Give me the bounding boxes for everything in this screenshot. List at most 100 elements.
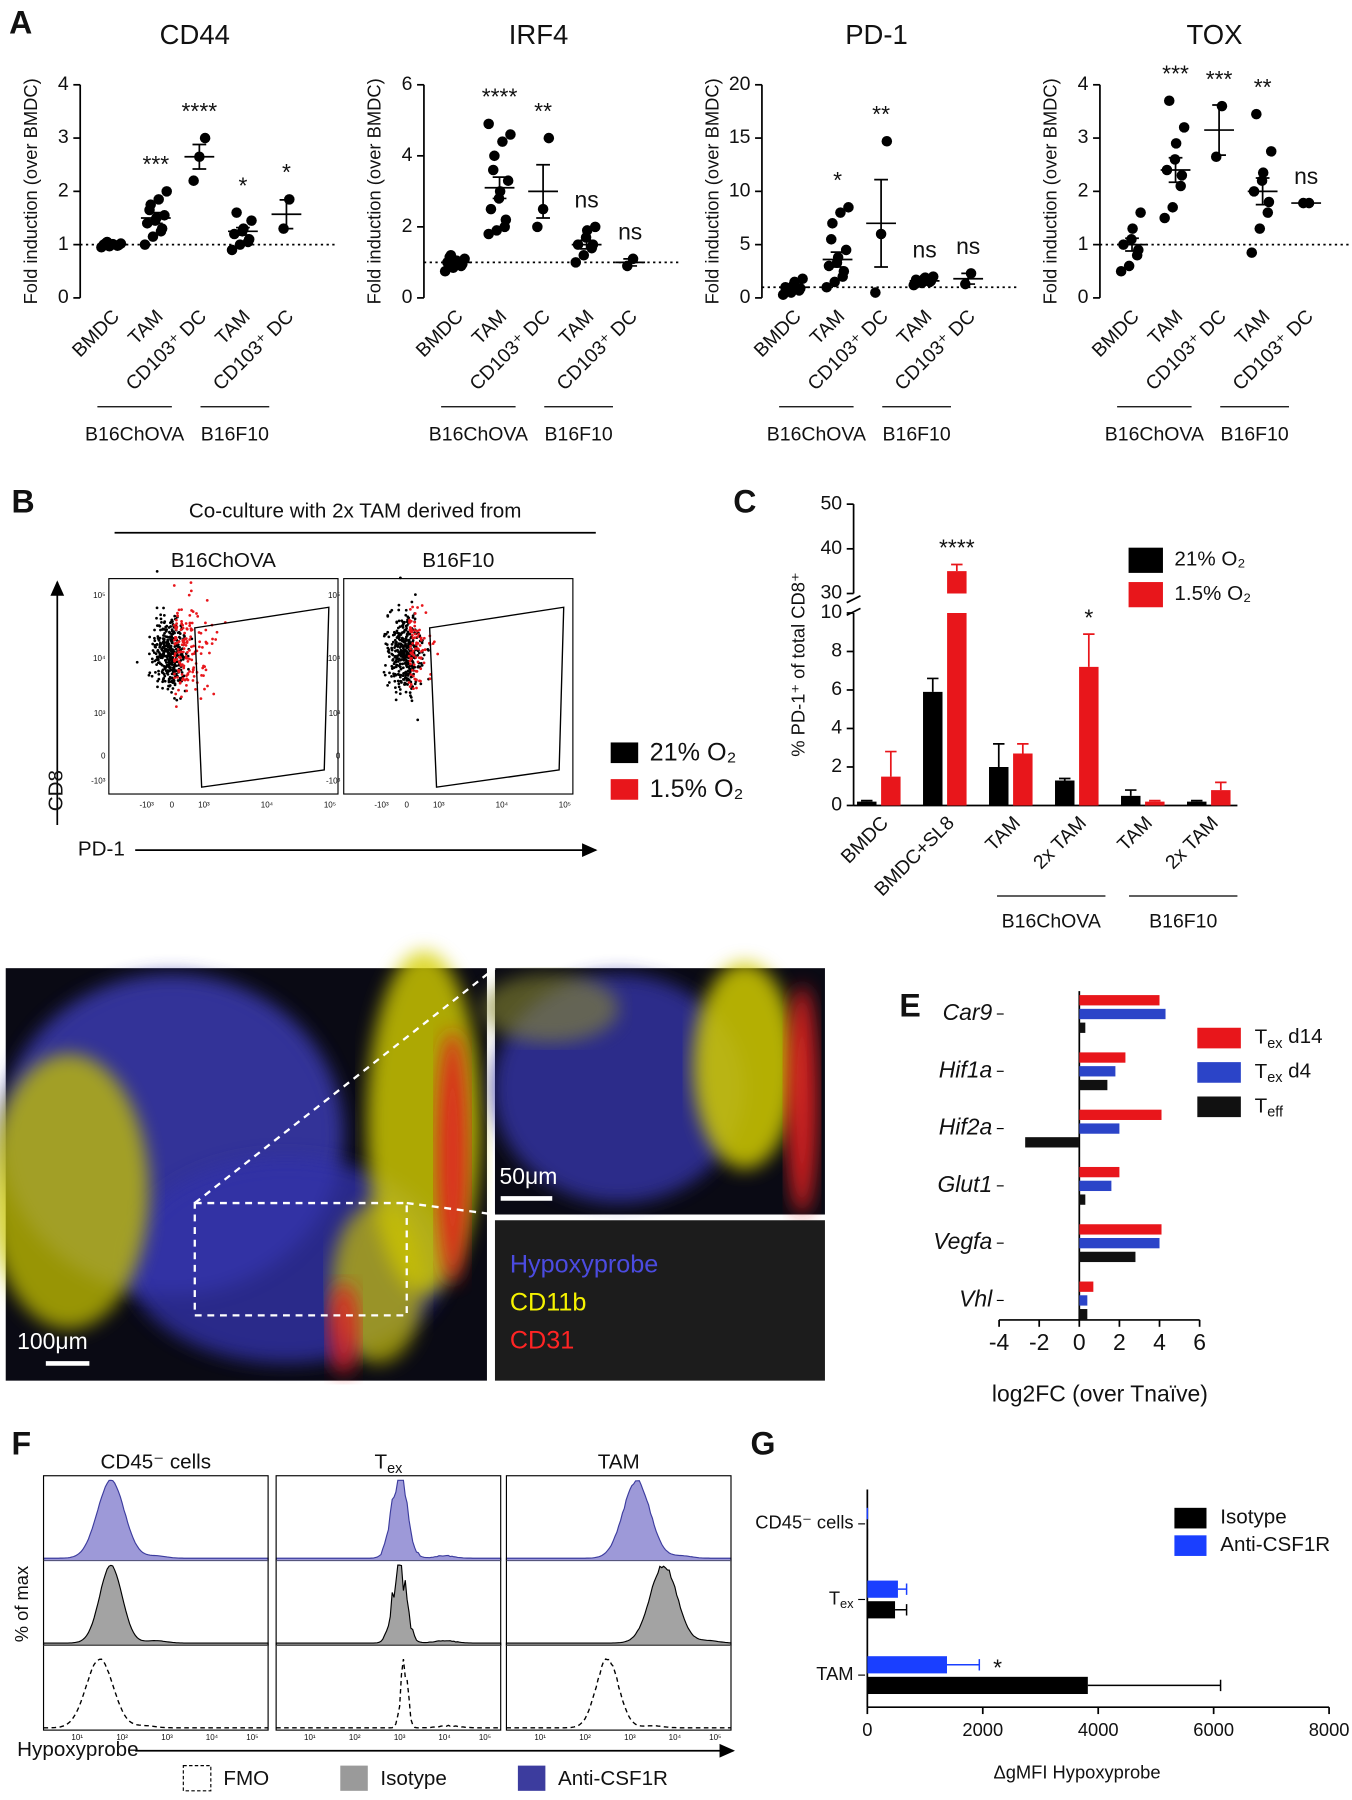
error-bar (787, 284, 801, 290)
flow-event (388, 671, 391, 675)
data-point (581, 225, 593, 236)
flow-event (161, 627, 165, 631)
flow-event (167, 645, 171, 648)
flow-event (185, 689, 189, 693)
flow-event (188, 670, 191, 673)
error-bar (192, 143, 207, 170)
x-tick-label: -4 (989, 1329, 1010, 1355)
flow-event (397, 619, 401, 623)
flow-event (396, 660, 400, 663)
y-tick-label: 1 (58, 233, 69, 255)
flow-event (179, 664, 183, 667)
flow-y-tick-label: -10³ (326, 777, 341, 786)
flow-event (416, 606, 419, 609)
flow-event (420, 641, 424, 645)
data-point (881, 135, 893, 147)
flow-event (177, 660, 181, 664)
flow-event (172, 648, 175, 652)
x-tick-label: CD103⁺ DC (891, 306, 980, 395)
flow-y-tick-label: 10³ (94, 709, 106, 718)
flow-event (171, 651, 174, 655)
flow-event (167, 651, 171, 655)
flow-event (163, 674, 167, 678)
flow-event (180, 673, 184, 676)
flow-gate (428, 606, 565, 788)
flow-y-label: CD8 (45, 770, 68, 811)
chart-title: CD44 (160, 19, 230, 50)
bar (1079, 666, 1099, 806)
error-bar (579, 239, 594, 250)
error-bar (1255, 177, 1270, 206)
flow-event (183, 678, 187, 682)
flow-event (414, 647, 417, 650)
hist-x-tick-label: 10² (579, 1733, 591, 1742)
bar (1079, 1052, 1126, 1063)
flow-event (172, 631, 175, 635)
y-tick-label: Car9 (943, 999, 993, 1025)
flow-event (187, 593, 191, 597)
flow-event (183, 634, 186, 638)
error-bar (885, 750, 897, 777)
flow-event (162, 652, 165, 656)
flow-event (412, 687, 415, 690)
flow-event (416, 647, 419, 650)
data-point (139, 239, 151, 250)
flow-event (184, 622, 188, 625)
significance-label: ns (956, 233, 980, 259)
flow-event (176, 648, 180, 651)
flow-event (153, 636, 156, 640)
flow-legend-swatch (610, 779, 639, 800)
channel-label: Hypoxyprobe (510, 1251, 658, 1279)
y-tick-label: 20 (729, 73, 751, 95)
error-bar (917, 278, 932, 283)
x-tick-label: 4000 (1078, 1719, 1119, 1740)
flow-event (190, 609, 193, 612)
flow-event (184, 637, 188, 640)
x-axis-label: log2FC (over Tnaïve) (992, 1381, 1208, 1407)
flow-event (173, 614, 177, 618)
data-point (1175, 180, 1186, 192)
data-point (840, 244, 852, 256)
flow-event (173, 662, 177, 666)
flow-event (175, 654, 179, 657)
flow-event (180, 652, 184, 656)
y-axis-label: Fold induction (over BMDC) (364, 78, 385, 304)
flow-event (397, 682, 401, 686)
x-tick-label: CD103⁺ DC (122, 306, 211, 395)
flow-event (397, 637, 401, 641)
y-tick-label: Glut1 (937, 1171, 992, 1197)
flow-event (170, 672, 174, 676)
flow-event (199, 652, 203, 655)
flow-event (185, 651, 189, 654)
flow-event (404, 690, 408, 694)
hist-x-tick-label: 10³ (394, 1733, 406, 1742)
flow-event (418, 644, 422, 647)
error-bar (961, 272, 976, 285)
flow-event (190, 645, 193, 649)
flow-event (170, 628, 174, 631)
data-point (156, 223, 168, 234)
data-point (835, 207, 846, 218)
flow-event (411, 668, 414, 672)
flow-event (158, 645, 162, 649)
flow-event (401, 662, 404, 666)
flow-event (410, 687, 413, 690)
histogram (43, 1658, 269, 1729)
flow-event (190, 637, 194, 641)
significance-label: ns (575, 187, 599, 213)
flow-event (417, 632, 421, 636)
micrograph-signal (327, 1283, 360, 1375)
significance-label: *** (1206, 66, 1233, 92)
flow-event (417, 651, 421, 655)
flow-event (390, 643, 394, 646)
flow-event (411, 616, 415, 619)
flow-event (160, 621, 163, 624)
flow-event (175, 622, 178, 626)
x-axis-label: ΔgMFI Hypoxyprobe (993, 1761, 1160, 1782)
flow-event (406, 677, 410, 681)
x-tick-label: CD103⁺ DC (1141, 306, 1230, 395)
flow-event (212, 692, 216, 696)
hist-x-tick-label: 10⁵ (709, 1733, 721, 1742)
histogram (506, 1658, 731, 1729)
flow-event (185, 627, 189, 631)
